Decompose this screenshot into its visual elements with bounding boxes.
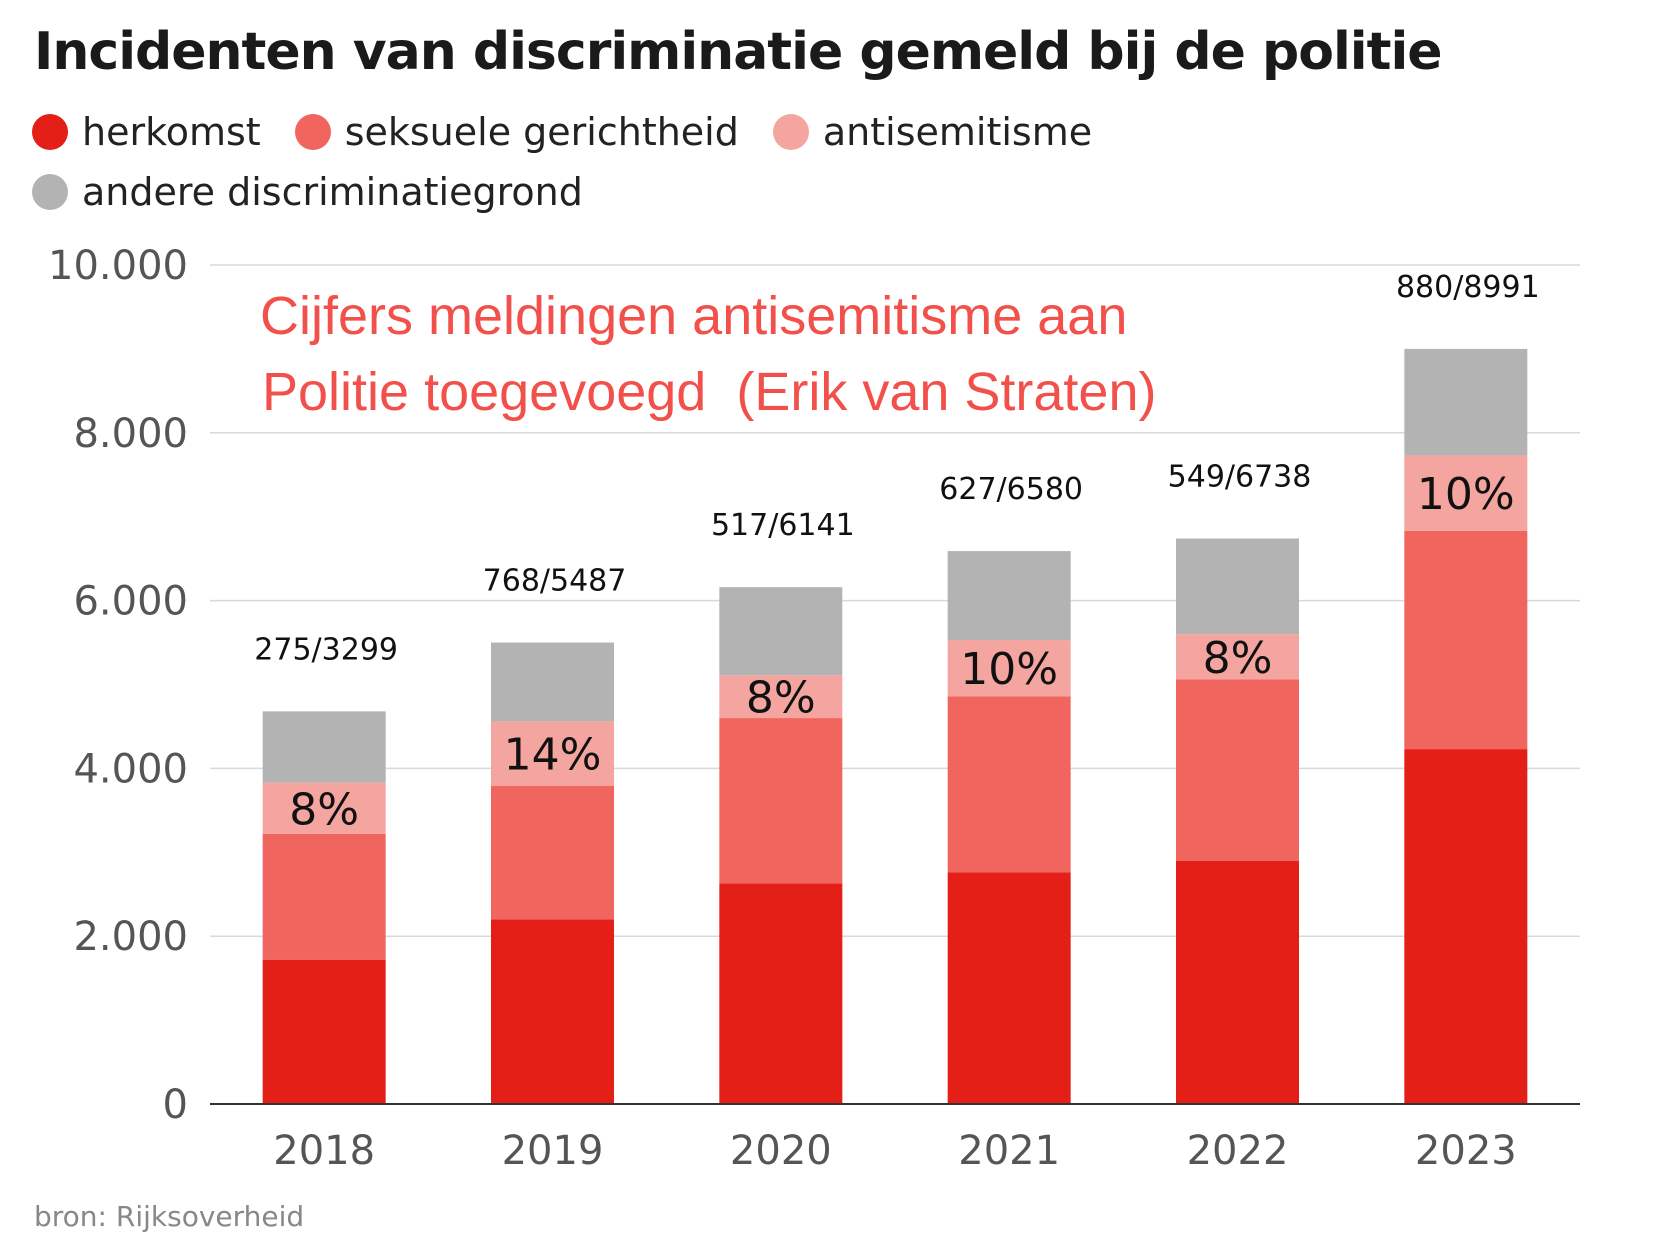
- x-axis-ticks: 2018 2019 2020 2021 2022 2023: [273, 1128, 1516, 1174]
- y-tick-label: 2.000: [73, 914, 188, 960]
- bar-segment: [1176, 679, 1299, 861]
- bar-top-label: 627/6580: [939, 472, 1083, 507]
- bars: 8% 275/3299 14% 768/5487 8% 517/6141 10% 627/65…: [254, 270, 1540, 1104]
- legend-row: herkomst seksuele gerichtheid antisemiti…: [32, 102, 1532, 162]
- chart-title: Incidenten van discriminatie gemeld bij …: [34, 22, 1443, 82]
- bar-segment: [491, 721, 614, 787]
- bar-top-label: 275/3299: [254, 632, 398, 667]
- bar-segment: [262, 782, 386, 834]
- source-note: bron: Rijksoverheid: [34, 1200, 305, 1233]
- legend-label-herkomst: herkomst: [82, 110, 261, 154]
- legend-label-andere: andere discriminatiegrond: [82, 170, 583, 214]
- bar-segment: [1404, 530, 1528, 750]
- bar-segment: [491, 642, 614, 722]
- bar-segment: [947, 640, 1071, 697]
- legend-item-herkomst: herkomst: [32, 110, 261, 154]
- y-axis-ticks: 0 2.000 4.000 6.000 8.000 10.000: [48, 243, 188, 1128]
- x-tick-label: 2022: [1187, 1128, 1289, 1174]
- bar-segment: [719, 883, 843, 1104]
- x-tick-label: 2020: [730, 1128, 832, 1174]
- gridlines: [210, 264, 1580, 937]
- legend-item-antisemitisme: antisemitisme: [772, 110, 1093, 154]
- legend-row: andere discriminatiegrond: [32, 162, 1532, 222]
- segment-label: 8%: [1203, 633, 1273, 684]
- x-tick-label: 2018: [273, 1128, 375, 1174]
- bar-segment: [262, 711, 386, 783]
- legend-swatch-seksuele-gerichtheid: [294, 114, 331, 150]
- legend-label-antisemitisme: antisemitisme: [822, 110, 1093, 154]
- bar-segment: [719, 587, 843, 676]
- y-tick-label: 8.000: [73, 411, 188, 457]
- bar-segment: [262, 833, 386, 960]
- bar-top-label: 517/6141: [711, 508, 855, 543]
- legend-swatch-antisemitisme: [772, 114, 809, 150]
- bar-segment: [1176, 860, 1299, 1104]
- legend-item-andere: andere discriminatiegrond: [32, 170, 583, 214]
- legend-label-seksuele-gerichtheid: seksuele gerichtheid: [344, 110, 739, 154]
- segment-label: 14%: [504, 730, 602, 781]
- bar-segment: [491, 919, 614, 1104]
- bar-segment: [1176, 634, 1299, 680]
- x-tick-label: 2021: [958, 1128, 1060, 1174]
- segment-label: 10%: [1417, 469, 1515, 520]
- annotation-line-1: Cijfers meldingen antisemitisme aan: [260, 286, 1127, 346]
- bar-segment: [947, 872, 1071, 1104]
- y-tick-label: 0: [163, 1082, 188, 1128]
- segment-label: 8%: [289, 784, 359, 835]
- bar-top-label: 880/8991: [1396, 270, 1540, 305]
- annotation-line-2: Politie toegevoegd (Erik van Straten): [262, 362, 1156, 422]
- segment-label: 8%: [746, 673, 816, 724]
- bar-segment: [1404, 455, 1528, 531]
- y-tick-label: 10.000: [48, 243, 188, 289]
- segment-label: 10%: [960, 644, 1058, 695]
- bar-segment: [262, 959, 386, 1104]
- legend-swatch-andere: [32, 174, 68, 210]
- y-tick-label: 4.000: [73, 746, 188, 792]
- legend-item-seksuele-gerichtheid: seksuele gerichtheid: [294, 110, 739, 154]
- x-tick-label: 2023: [1415, 1128, 1517, 1174]
- bar-top-label: 768/5487: [483, 564, 627, 599]
- bar-segment: [491, 786, 614, 920]
- bar-segment: [719, 675, 843, 719]
- bar-segment: [1404, 749, 1528, 1104]
- bar-segment: [947, 551, 1071, 641]
- bar-segment: [1176, 538, 1299, 635]
- y-tick-label: 6.000: [73, 579, 188, 625]
- bar-top-label: 549/6738: [1168, 460, 1312, 495]
- x-tick-label: 2019: [502, 1128, 604, 1174]
- legend-swatch-herkomst: [32, 114, 68, 150]
- bar-segment: [1404, 348, 1528, 456]
- bar-segment: [947, 696, 1071, 873]
- bar-segment: [719, 718, 843, 884]
- legend: herkomst seksuele gerichtheid antisemiti…: [32, 102, 1532, 222]
